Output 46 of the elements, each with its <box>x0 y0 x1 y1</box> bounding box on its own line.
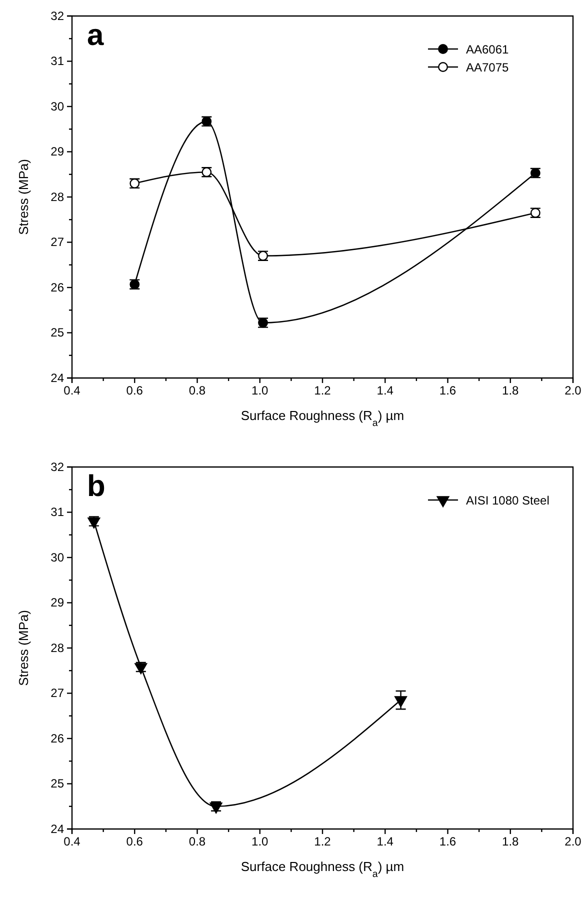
y-tick-label: 28 <box>50 190 64 204</box>
x-tick-label: 1.6 <box>439 384 456 398</box>
x-tick-label: 1.2 <box>314 834 332 849</box>
y-tick-label: 31 <box>50 54 64 68</box>
x-tick-label: 0.8 <box>188 834 206 849</box>
x-tick-label: 2.0 <box>564 834 582 849</box>
y-tick-label: 30 <box>50 550 64 564</box>
x-tick-label: 1.8 <box>502 384 520 398</box>
x-tick-label: 0.8 <box>188 384 206 398</box>
x-tick-label: 1.4 <box>376 384 394 398</box>
x-tick-label: 1.4 <box>376 834 394 849</box>
chart-title: b <box>87 470 106 503</box>
legend-label: AISI 1080 Steel <box>466 494 550 508</box>
y-tick-label: 24 <box>50 822 64 836</box>
x-tick-label: 1.8 <box>502 834 520 849</box>
x-tick-label: 1.2 <box>314 384 332 398</box>
legend-label: AA6061 <box>466 42 510 56</box>
x-tick-label: 0.4 <box>64 384 81 398</box>
point <box>394 696 408 708</box>
y-tick-label: 29 <box>50 596 64 610</box>
y-tick-label: 32 <box>50 460 64 474</box>
x-tick-label: 2.0 <box>564 384 582 398</box>
y-tick-label: 30 <box>50 99 64 114</box>
y-axis-title: Stress (MPa) <box>16 610 31 686</box>
y-tick-label: 27 <box>50 686 64 700</box>
x-tick-label: 1.0 <box>252 834 269 849</box>
x-tick-label: 0.4 <box>64 834 81 849</box>
x-tick-label: 1.6 <box>439 834 456 849</box>
y-tick-label: 29 <box>50 144 64 159</box>
y-tick-label: 24 <box>50 370 64 385</box>
y-tick-label: 26 <box>50 280 64 294</box>
y-tick-label: 28 <box>50 640 64 655</box>
y-tick-label: 31 <box>50 505 64 520</box>
x-tick-label: 0.6 <box>126 384 144 398</box>
y-axis-title: Stress (MPa) <box>16 159 31 235</box>
x-tick-label: 1.0 <box>252 384 269 398</box>
y-tick-label: 32 <box>50 8 64 23</box>
x-tick-label: 0.6 <box>126 834 144 849</box>
y-tick-label: 25 <box>50 776 64 791</box>
legend-label: AA7075 <box>466 60 510 74</box>
x-axis-title: Surface Roughness (R$_{a}$) µm <box>240 859 404 880</box>
y-tick-label: 27 <box>50 235 64 250</box>
y-tick-label: 26 <box>50 731 64 746</box>
chart-title: a <box>87 19 104 52</box>
y-tick-label: 25 <box>50 326 64 340</box>
x-axis-title: Surface Roughness (R$_{a}$) µm <box>240 408 404 428</box>
